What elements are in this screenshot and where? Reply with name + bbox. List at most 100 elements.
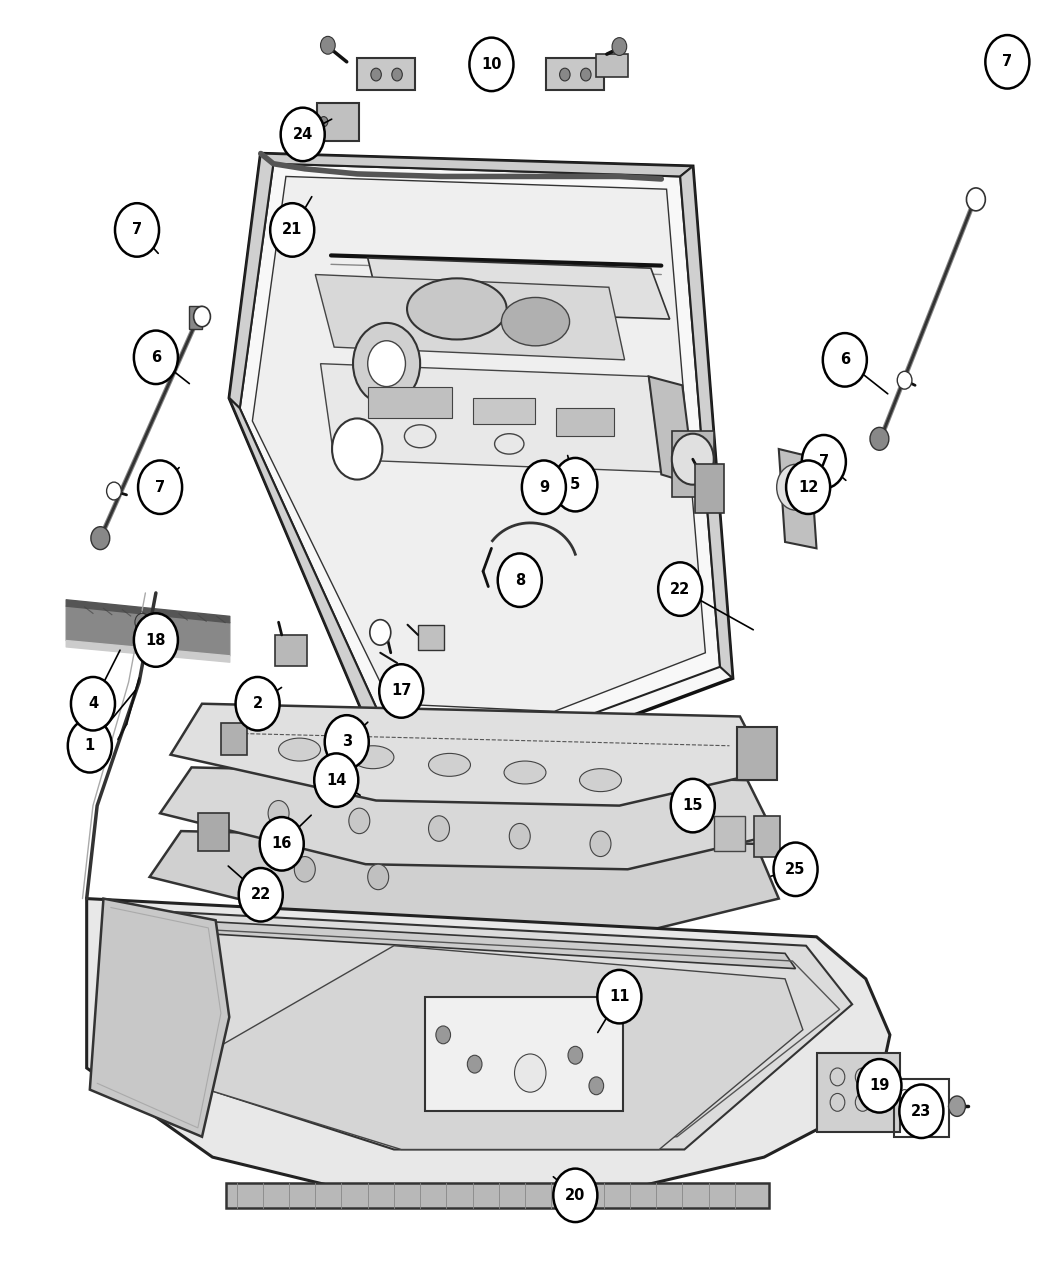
Bar (672, 431, 714, 497)
Text: 6: 6 (151, 349, 161, 365)
Text: 5: 5 (570, 477, 581, 492)
Ellipse shape (502, 297, 569, 346)
Circle shape (134, 613, 149, 631)
Text: 10: 10 (481, 57, 502, 71)
Ellipse shape (504, 761, 546, 784)
Polygon shape (315, 274, 625, 360)
Bar (596, 54, 628, 76)
Circle shape (133, 330, 177, 384)
Circle shape (553, 1169, 597, 1221)
Circle shape (597, 970, 642, 1024)
Bar (357, 57, 415, 89)
Circle shape (658, 562, 702, 616)
Ellipse shape (581, 68, 591, 80)
Ellipse shape (528, 470, 560, 499)
Circle shape (91, 527, 110, 550)
Circle shape (235, 677, 279, 731)
Circle shape (589, 1077, 604, 1095)
Polygon shape (142, 912, 853, 1150)
Circle shape (985, 36, 1029, 88)
Circle shape (320, 37, 335, 54)
Circle shape (71, 677, 116, 731)
Circle shape (368, 340, 405, 386)
Polygon shape (370, 717, 575, 737)
Circle shape (612, 38, 627, 55)
Circle shape (238, 868, 282, 922)
Circle shape (324, 715, 369, 769)
Circle shape (870, 427, 889, 450)
Text: 3: 3 (341, 734, 352, 750)
Bar (368, 386, 452, 418)
Circle shape (898, 371, 912, 389)
Polygon shape (320, 363, 662, 472)
Ellipse shape (580, 769, 622, 792)
Ellipse shape (352, 746, 394, 769)
Circle shape (436, 1026, 450, 1044)
Circle shape (280, 107, 324, 161)
Polygon shape (87, 899, 890, 1201)
Circle shape (671, 779, 715, 833)
Polygon shape (260, 153, 693, 176)
Circle shape (672, 434, 714, 484)
Text: 11: 11 (609, 989, 630, 1005)
Bar (197, 813, 229, 852)
Bar (895, 1080, 948, 1137)
Circle shape (903, 1096, 920, 1117)
Text: 4: 4 (88, 696, 98, 711)
Text: 17: 17 (391, 683, 412, 699)
Circle shape (823, 333, 867, 386)
Circle shape (314, 754, 358, 807)
Bar (714, 816, 745, 852)
Text: 1: 1 (85, 738, 94, 754)
Text: 12: 12 (798, 479, 818, 495)
Circle shape (353, 323, 420, 404)
Circle shape (193, 306, 210, 326)
Text: 19: 19 (869, 1079, 889, 1093)
Polygon shape (90, 899, 229, 1137)
Text: 16: 16 (272, 836, 292, 852)
Ellipse shape (371, 68, 381, 80)
Polygon shape (649, 376, 695, 484)
Circle shape (138, 460, 182, 514)
Circle shape (467, 1056, 482, 1074)
Circle shape (777, 464, 815, 510)
Text: 20: 20 (565, 1188, 586, 1202)
Circle shape (948, 1096, 965, 1117)
Polygon shape (368, 258, 670, 319)
Text: 7: 7 (819, 454, 828, 469)
Text: 22: 22 (670, 581, 690, 597)
Bar (317, 102, 359, 140)
Circle shape (774, 843, 818, 896)
Ellipse shape (319, 116, 328, 126)
Circle shape (590, 831, 611, 857)
Circle shape (107, 482, 122, 500)
Text: 2: 2 (253, 696, 262, 711)
Circle shape (349, 808, 370, 834)
Circle shape (68, 719, 112, 773)
Text: 7: 7 (155, 479, 165, 495)
Circle shape (270, 203, 314, 256)
Circle shape (370, 620, 391, 645)
Circle shape (900, 1085, 943, 1139)
Bar (472, 398, 536, 423)
Text: 14: 14 (327, 773, 346, 788)
Circle shape (469, 38, 513, 91)
Ellipse shape (407, 278, 507, 339)
Bar (189, 306, 202, 329)
Circle shape (553, 458, 597, 511)
Text: 9: 9 (539, 479, 549, 495)
Polygon shape (160, 768, 775, 870)
Circle shape (568, 1047, 583, 1065)
Text: 6: 6 (840, 352, 849, 367)
Bar (817, 1053, 901, 1132)
Text: 7: 7 (132, 222, 142, 237)
Ellipse shape (428, 754, 470, 776)
Circle shape (498, 553, 542, 607)
Text: 8: 8 (514, 572, 525, 588)
Circle shape (802, 435, 846, 488)
Polygon shape (680, 166, 733, 678)
Bar (275, 635, 307, 666)
Ellipse shape (278, 738, 320, 761)
Text: 15: 15 (682, 798, 704, 813)
Polygon shape (229, 153, 273, 408)
